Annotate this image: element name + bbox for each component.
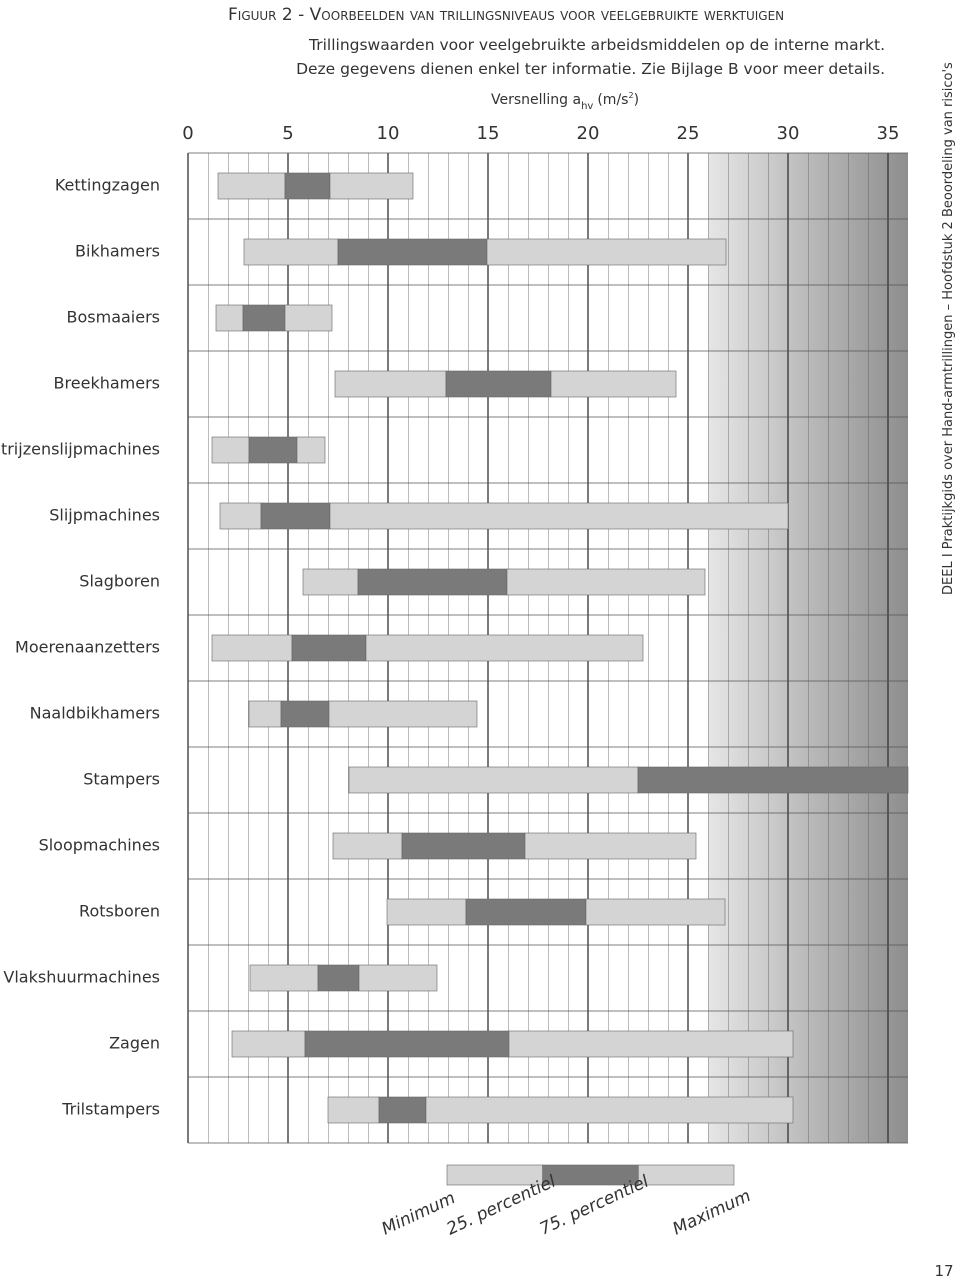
range-segment: [219, 502, 262, 530]
legend-label: Minimum: [379, 1188, 459, 1239]
range-segment: [260, 502, 331, 530]
range-segment: [291, 634, 367, 662]
range-segment: [337, 238, 488, 266]
x-tick-label: 20: [577, 123, 600, 144]
y-tick-label: Naaldbikhamers: [30, 704, 160, 723]
range-segment: [329, 172, 414, 200]
y-tick-label: Bikhamers: [75, 242, 160, 261]
range-segment: [445, 370, 552, 398]
range-segment: [508, 1030, 794, 1058]
x-axis-label-unit: (m/s: [597, 92, 628, 108]
range-segment: [334, 370, 447, 398]
range-segment: [243, 238, 339, 266]
range-segment: [242, 304, 286, 332]
legend-swatch: [638, 1164, 735, 1186]
y-tick-label: Vlakshuurmachines: [3, 968, 160, 987]
range-segment: [486, 238, 727, 266]
y-tick-label: Trilstampers: [61, 1100, 160, 1119]
range-segment: [550, 370, 677, 398]
range-segment: [465, 898, 587, 926]
range-segment: [284, 304, 333, 332]
x-axis-label-close: ): [634, 92, 639, 108]
y-tick-label: Kettingzagen: [55, 176, 160, 195]
range-segment: [211, 436, 250, 464]
range-segment: [358, 964, 438, 992]
range-segment: [248, 700, 282, 728]
range-segment: [304, 1030, 510, 1058]
x-tick-label: 25: [677, 123, 700, 144]
range-segment: [506, 568, 706, 596]
x-tick-label: 5: [282, 123, 293, 144]
range-segment: [317, 964, 360, 992]
range-segment: [280, 700, 330, 728]
x-tick-label: 30: [777, 123, 800, 144]
y-tick-label: Zagen: [109, 1034, 160, 1053]
y-tick-label: Rotsboren: [79, 902, 160, 921]
x-axis-label: Versnelling ahv (m/s2): [491, 91, 639, 112]
range-segment: [327, 1096, 380, 1124]
x-axis-label-text: Versnelling a: [491, 92, 581, 108]
side-text: DEEL I Praktijkgids over Hand-armtrillin…: [941, 62, 956, 595]
x-tick-label: 35: [877, 123, 900, 144]
range-segment: [332, 832, 403, 860]
range-segment: [425, 1096, 794, 1124]
range-segment: [386, 898, 467, 926]
range-segment: [329, 502, 789, 530]
y-tick-label: Bosmaaiers: [67, 308, 161, 327]
range-segment: [249, 964, 319, 992]
range-segment: [284, 172, 331, 200]
subtitle: Trillingswaarden voor veelgebruikte arbe…: [308, 36, 885, 54]
range-segment: [217, 172, 286, 200]
range-segment: [524, 832, 697, 860]
y-tick-label: Slijpmachines: [49, 506, 160, 525]
x-tick-label: 15: [477, 123, 500, 144]
range-segment: [302, 568, 359, 596]
range-segment: [211, 634, 293, 662]
range-segment: [637, 766, 909, 794]
chart-title: Figuur 2 - Voorbeelden van trillingsnive…: [228, 5, 784, 25]
page-number: 17: [934, 1262, 953, 1280]
range-segment: [585, 898, 726, 926]
range-segment: [215, 304, 244, 332]
range-segment: [248, 436, 298, 464]
y-tick-label: Stampers: [83, 770, 160, 789]
x-tick-label: 0: [182, 123, 193, 144]
y-tick-label: Sloopmachines: [39, 836, 160, 855]
x-tick-label: 10: [377, 123, 400, 144]
range-segment: [378, 1096, 427, 1124]
y-tick-label: Matrijzenslijpmachines: [0, 440, 160, 459]
y-tick-label: Moerenaanzetters: [15, 638, 160, 657]
legend-label: Maximum: [670, 1186, 754, 1240]
subtitle: Deze gegevens dienen enkel ter informati…: [296, 60, 885, 78]
range-segment: [348, 766, 639, 794]
x-axis-label-sup: 2: [628, 91, 633, 100]
range-segment: [357, 568, 508, 596]
range-segment: [328, 700, 478, 728]
y-tick-label: Breekhamers: [54, 374, 160, 393]
range-segment: [231, 1030, 306, 1058]
range-segment: [296, 436, 326, 464]
range-segment: [365, 634, 644, 662]
y-tick-label: Slagboren: [79, 572, 160, 591]
range-segment: [401, 832, 526, 860]
x-axis-label-sub: hv: [581, 101, 593, 112]
